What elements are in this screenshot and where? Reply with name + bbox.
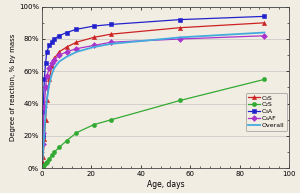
C₃A <box>47 44 51 47</box>
C₄AF <box>178 38 182 40</box>
C₃S <box>43 138 46 140</box>
C₃S <box>41 162 44 165</box>
C₃A <box>44 62 47 64</box>
Overall <box>41 159 44 161</box>
Overall <box>43 132 46 134</box>
Line: C₄AF: C₄AF <box>40 34 266 146</box>
Line: C₃A: C₃A <box>40 14 267 138</box>
C₃A <box>65 31 68 34</box>
C₃S <box>41 156 45 158</box>
Overall <box>65 56 68 58</box>
C₃S <box>50 65 53 68</box>
C₃A <box>45 51 49 53</box>
C₃S <box>92 36 96 39</box>
C₂S <box>41 166 44 169</box>
X-axis label: Age, days: Age, days <box>147 180 184 189</box>
C₄AF <box>41 132 45 134</box>
C₃S <box>65 46 68 48</box>
Overall <box>92 46 96 48</box>
C₃A <box>57 35 61 37</box>
Overall <box>41 151 45 153</box>
C₃A <box>43 78 46 80</box>
C₄AF <box>41 143 44 145</box>
Line: Overall: Overall <box>43 33 264 160</box>
C₄AF <box>44 86 47 89</box>
C₂S <box>50 154 53 157</box>
C₄AF <box>109 41 113 43</box>
C₃A <box>109 23 113 26</box>
Overall <box>47 83 51 85</box>
C₃S <box>57 51 61 53</box>
C₃S <box>44 119 47 121</box>
Line: C₂S: C₂S <box>40 77 266 170</box>
C₃S <box>262 22 266 24</box>
C₄AF <box>92 44 96 47</box>
Overall <box>75 51 78 53</box>
Overall <box>57 60 61 63</box>
C₃A <box>41 111 45 113</box>
C₂S <box>45 161 49 163</box>
C₂S <box>47 157 51 160</box>
C₂S <box>178 99 182 102</box>
C₄AF <box>45 75 49 77</box>
C₃A <box>41 135 44 137</box>
C₄AF <box>52 59 56 61</box>
Y-axis label: Degree of reaction, % by mass: Degree of reaction, % by mass <box>10 34 16 141</box>
C₃S <box>109 33 113 35</box>
C₃S <box>178 26 182 29</box>
C₂S <box>44 162 47 165</box>
C₄AF <box>50 62 53 64</box>
C₄AF <box>47 67 51 69</box>
C₃A <box>50 41 53 43</box>
C₂S <box>262 78 266 80</box>
C₃S <box>45 99 49 102</box>
Overall <box>50 73 53 76</box>
C₂S <box>57 146 61 148</box>
Overall <box>44 114 47 116</box>
C₃S <box>52 57 56 59</box>
C₂S <box>41 166 45 168</box>
Overall <box>178 36 182 39</box>
Legend: C₃S, C₂S, C₃A, C₄AF, Overall: C₃S, C₂S, C₃A, C₄AF, Overall <box>246 93 287 131</box>
C₂S <box>65 140 68 142</box>
C₃A <box>92 25 96 27</box>
Overall <box>52 67 56 69</box>
Line: C₃S: C₃S <box>40 21 266 166</box>
C₂S <box>75 132 78 134</box>
C₃A <box>178 19 182 21</box>
C₄AF <box>43 106 46 108</box>
C₄AF <box>75 47 78 50</box>
Overall <box>45 99 49 102</box>
Overall <box>262 31 266 34</box>
Overall <box>109 43 113 45</box>
C₄AF <box>262 35 266 37</box>
C₂S <box>92 124 96 126</box>
C₂S <box>109 119 113 121</box>
C₃A <box>75 28 78 30</box>
C₂S <box>43 164 46 166</box>
C₃A <box>262 15 266 18</box>
C₃A <box>52 38 56 40</box>
C₂S <box>52 151 56 153</box>
C₃S <box>47 78 51 80</box>
C₄AF <box>65 51 68 53</box>
C₄AF <box>57 54 61 56</box>
C₃S <box>75 41 78 43</box>
